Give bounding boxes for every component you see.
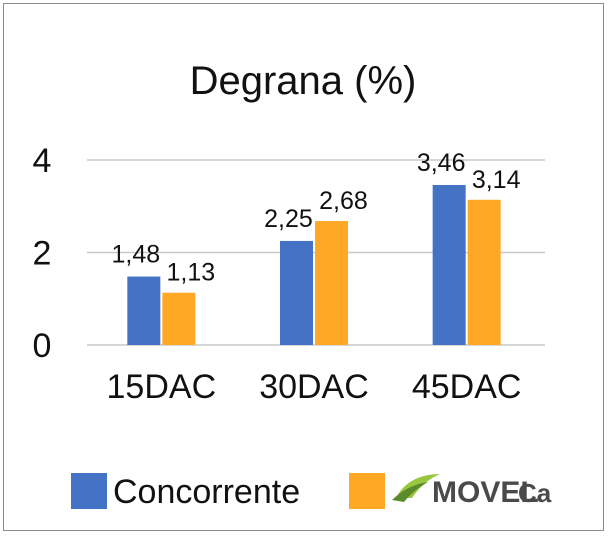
data-label-concorrente-30dac: 2,25: [264, 205, 313, 233]
y-axis-ticks: 0 2 4: [33, 142, 52, 365]
data-labels: 1,481,13 2,252,68 3,463,14: [111, 149, 520, 287]
category-labels: 15DAC 30DAC 45DAC: [107, 368, 522, 406]
category-label-30dac: 30DAC: [259, 368, 369, 406]
y-tick-label-4: 4: [33, 142, 52, 180]
legend-brand-movel: MOVEL: [432, 476, 539, 509]
legend: Concorrente MOVEL Ca: [71, 473, 552, 511]
legend-brand-ca: Ca: [518, 478, 552, 508]
data-label-movel-ca-30dac: 2,68: [319, 187, 368, 215]
category-label-45dac: 45DAC: [412, 368, 522, 406]
bars: [127, 184, 501, 345]
y-tick-label-0: 0: [33, 327, 52, 365]
data-label-concorrente-15dac: 1,48: [111, 241, 160, 269]
bar-movel-ca-30dac: [315, 221, 348, 345]
data-label-concorrente-45dac: 3,46: [417, 149, 466, 177]
y-tick-label-2: 2: [33, 235, 52, 273]
legend-swatch-movel-ca: [349, 473, 385, 509]
data-label-movel-ca-45dac: 3,14: [472, 166, 521, 194]
bar-movel-ca-15dac: [162, 292, 196, 345]
legend-swatch-concorrente: [71, 473, 107, 509]
legend-label-concorrente: Concorrente: [113, 473, 300, 511]
bar-concorrente-15dac: [127, 276, 161, 345]
leaf-swoosh-icon: [392, 474, 440, 502]
bar-concorrente-30dac: [280, 240, 313, 345]
chart-title: Degrana (%): [190, 59, 417, 103]
bar-concorrente-45dac: [432, 184, 466, 345]
category-label-15dac: 15DAC: [107, 368, 217, 406]
bar-movel-ca-45dac: [467, 199, 501, 345]
data-label-movel-ca-15dac: 1,13: [166, 259, 215, 287]
